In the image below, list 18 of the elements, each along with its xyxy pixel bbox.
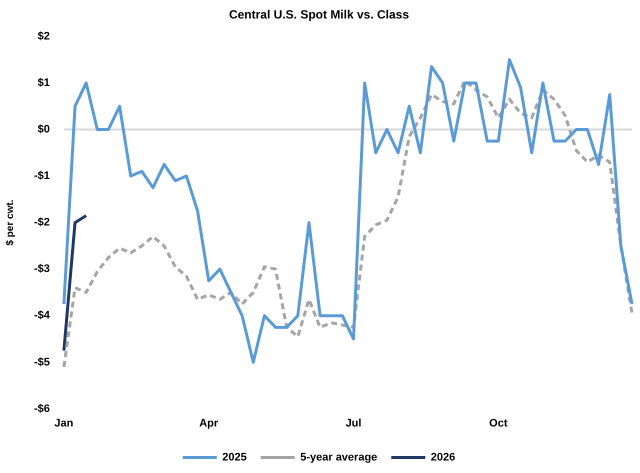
y-tick-label: $2 — [38, 30, 50, 42]
y-tick-label: $0 — [38, 124, 50, 136]
y-tick-label: $1 — [38, 76, 50, 89]
x-tick-label: Oct — [489, 417, 508, 430]
x-tick-label: Jan — [54, 417, 74, 430]
chart-title: Central U.S. Spot Milk vs. Class — [228, 8, 410, 22]
legend-label: 5-year average — [300, 452, 378, 464]
legend-label: 2026 — [430, 452, 456, 464]
x-tick-label: Apr — [199, 417, 219, 430]
y-tick-label: -$3 — [34, 263, 50, 276]
x-tick-label: Jul — [346, 417, 362, 430]
y-axis-title: $ per cwt. — [4, 199, 16, 246]
legend-label: 2025 — [222, 452, 247, 464]
y-tick-label: -$1 — [34, 170, 50, 182]
y-tick-label: -$4 — [34, 310, 51, 322]
y-tick-label: -$6 — [34, 402, 50, 415]
y-tick-label: -$2 — [34, 216, 50, 229]
y-tick-label: -$5 — [34, 356, 50, 368]
